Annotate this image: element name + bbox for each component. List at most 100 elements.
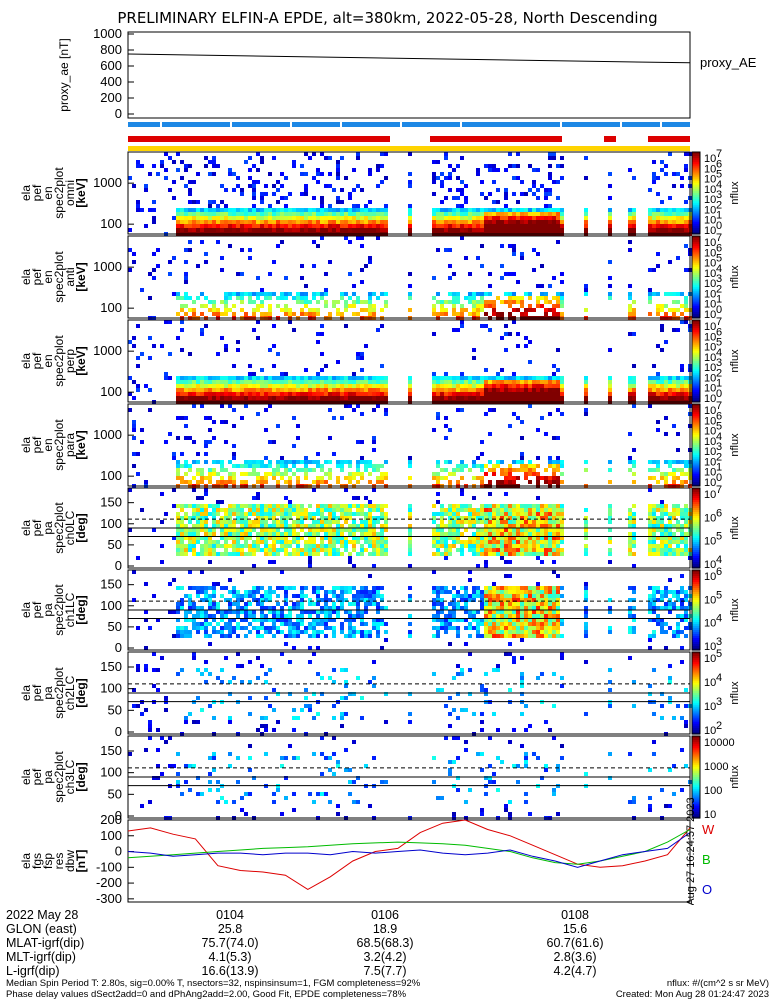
spectrogram-ylabel: omni — [63, 180, 77, 206]
spectrogram-cell — [220, 464, 224, 468]
spectrogram-cell — [272, 292, 276, 296]
spectrogram-cell — [384, 412, 388, 416]
spectrogram-cell — [248, 248, 252, 252]
spectrogram-cell — [132, 428, 136, 432]
spectrogram-cell — [660, 388, 664, 392]
spectrogram-cell — [560, 524, 564, 528]
spectrogram-cell — [360, 216, 364, 220]
spectrogram-cell — [280, 240, 284, 244]
spectrogram-cell — [320, 324, 324, 328]
colorbar-cell — [692, 248, 700, 251]
spectrogram-cell — [328, 376, 332, 380]
spectrogram-cell — [264, 184, 268, 188]
spectrogram-cell — [184, 224, 188, 228]
spectrogram-cell — [264, 388, 268, 392]
spectrogram-cell — [280, 548, 284, 552]
colorbar-cell — [692, 510, 700, 513]
spectrogram-cell — [324, 598, 328, 602]
spectrogram-cell — [520, 388, 524, 392]
spectrogram-cell — [372, 504, 376, 508]
spectrogram-cell — [544, 516, 548, 520]
spectrogram-cell — [252, 224, 256, 228]
spectrogram-cell — [340, 512, 344, 516]
spectrogram-cell — [248, 380, 252, 384]
spectrogram-cell — [532, 268, 536, 272]
spectrogram-cell — [488, 164, 492, 168]
colorbar-tick-exp: 6 — [716, 410, 722, 422]
spectrogram-cell — [584, 208, 588, 212]
spectrogram-cell — [316, 208, 320, 212]
spectrogram-cell — [276, 396, 280, 400]
spectrogram-cell — [196, 224, 200, 228]
spectrogram-cell — [536, 224, 540, 228]
spectrogram-cell — [296, 634, 300, 638]
spectrogram-cell — [488, 212, 492, 216]
spectrogram-cell — [452, 540, 456, 544]
spectrogram-cell — [628, 524, 632, 528]
spectrogram-cell — [256, 480, 260, 484]
colorbar-tick-exp: 4 — [716, 431, 722, 443]
colorbar-tick: 10 — [704, 512, 716, 524]
spectrogram-cell — [552, 548, 556, 552]
colorbar-cell — [692, 190, 700, 194]
spectrogram-cell — [460, 156, 464, 160]
spectrogram-cell — [540, 516, 544, 520]
spectrogram-cell — [304, 228, 308, 232]
spectrogram-cell — [260, 504, 264, 508]
spectrogram-cell — [204, 392, 208, 396]
spectrogram-cell — [524, 380, 528, 384]
spectrogram-cell — [348, 532, 352, 536]
spectrogram-cell — [664, 388, 668, 392]
spectrogram-cell — [492, 516, 496, 520]
spectrogram-cell — [660, 212, 664, 216]
spectrogram-cell — [532, 508, 536, 512]
colorbar-cell — [692, 188, 700, 192]
spectrogram-cell — [656, 384, 660, 388]
spectrogram-cell — [220, 480, 224, 484]
spectrogram-cell — [268, 508, 272, 512]
spectrogram-cell — [512, 388, 516, 392]
spectrogram-cell — [136, 324, 140, 328]
colorbar-cell — [692, 336, 700, 340]
colorbar-cell — [692, 518, 700, 521]
spectrogram-cell — [256, 472, 260, 476]
spectrogram-cell — [504, 544, 508, 548]
spectrogram-cell — [176, 212, 180, 216]
spectrogram-cell — [216, 384, 220, 388]
spectrogram-cell — [672, 548, 676, 552]
spectrogram-cell — [220, 468, 224, 472]
spectrogram-cell — [476, 536, 480, 540]
spectrogram-cell — [296, 602, 300, 606]
spectrogram-cell — [208, 172, 212, 176]
spectrogram-cell — [216, 582, 220, 586]
spectrogram-cell — [676, 508, 680, 512]
spectrogram-cell — [296, 296, 300, 300]
colorbar-tick: 10 — [704, 174, 716, 186]
spectrogram-cell — [524, 192, 528, 196]
spectrogram-cell — [652, 376, 656, 380]
spectrogram-cell — [188, 208, 192, 212]
colorbar-cell — [692, 562, 700, 565]
spectrogram-cell — [212, 544, 216, 548]
spectrogram-cell — [368, 602, 372, 606]
spectrogram-cell — [152, 344, 156, 348]
spectrogram-cell — [676, 388, 680, 392]
spectrogram-cell — [652, 476, 656, 480]
spectrogram-cell — [488, 408, 492, 412]
spectrogram-cell — [248, 464, 252, 468]
spectrogram-cell — [204, 532, 208, 536]
spectrogram-cell — [352, 630, 356, 634]
spectrogram-cell — [448, 472, 452, 476]
colorbar-cell — [692, 172, 700, 176]
spectrogram-cell — [632, 504, 636, 508]
spectrogram-cell — [324, 524, 328, 528]
spectrogram-cell — [632, 224, 636, 228]
spectrogram-cell — [312, 480, 316, 484]
spectrogram-cell — [184, 424, 188, 428]
spectrogram-cell — [132, 424, 136, 428]
spectrogram-cell — [364, 504, 368, 508]
spectrogram-cell — [544, 380, 548, 384]
spectrogram-cell — [224, 536, 228, 540]
spectrogram-cell — [676, 524, 680, 528]
